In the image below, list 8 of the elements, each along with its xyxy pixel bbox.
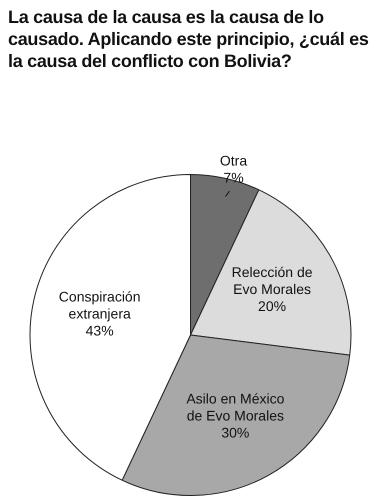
slice-label: Otra <box>220 152 248 168</box>
data-label: 43% <box>86 322 114 339</box>
data-label: 20% <box>258 298 286 314</box>
slice-label: Asilo en México de Evo Morales <box>186 390 285 424</box>
chart-title: La causa de la causa es la causa de lo causado. Aplicando este principio, ¿cuál es la causa del conflicto con Bolivia? <box>8 6 370 72</box>
slice-label: Relección de Evo Morales <box>232 264 313 298</box>
data-label: 30% <box>221 424 250 440</box>
slice-label: Conspiración extranjera <box>58 288 141 322</box>
